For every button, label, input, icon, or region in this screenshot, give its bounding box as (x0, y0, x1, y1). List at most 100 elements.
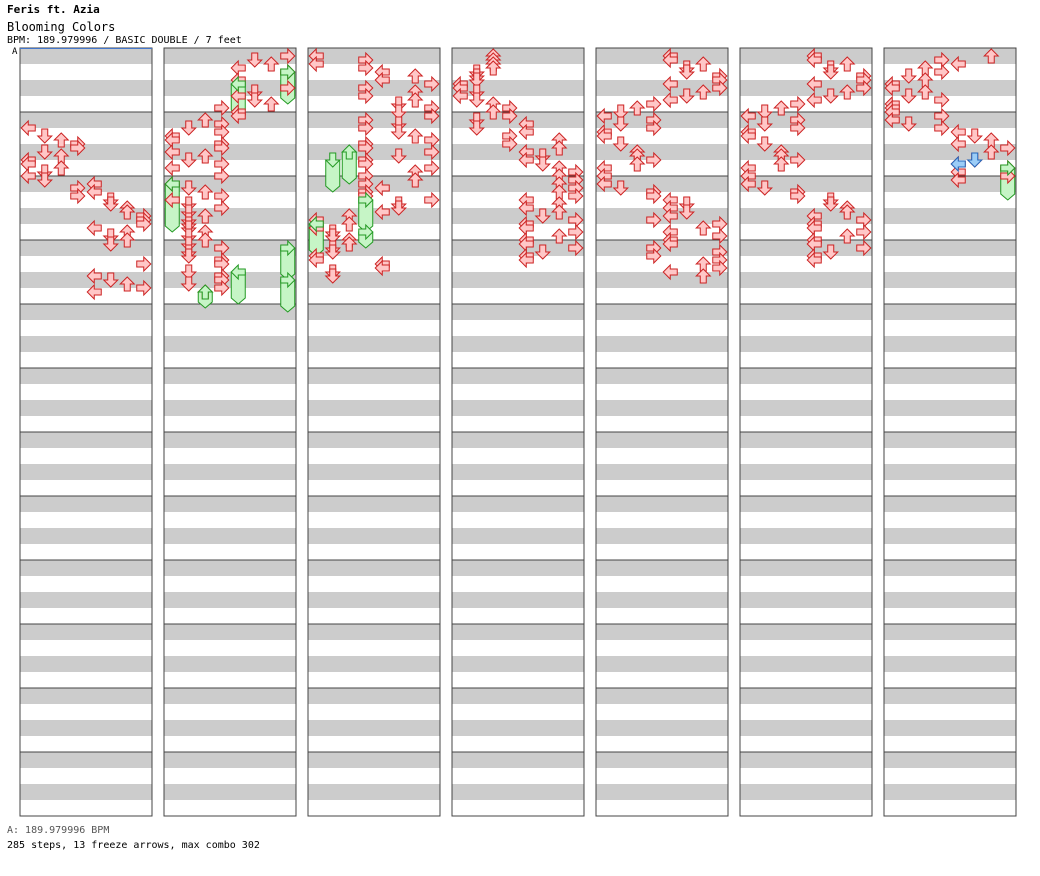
beat-band (164, 272, 296, 288)
step-arrow (358, 119, 374, 137)
step-arrow (358, 59, 374, 77)
step-arrow (662, 235, 678, 253)
beat-band (164, 416, 296, 432)
step-arrow (197, 208, 214, 224)
beat-band (308, 608, 440, 624)
step-arrow (695, 56, 712, 72)
beat-band (164, 432, 296, 448)
beat-band (884, 368, 1016, 384)
beat-band (740, 448, 872, 464)
step-arrow (341, 216, 358, 232)
beat-band (596, 288, 728, 304)
step-arrow (917, 84, 934, 100)
column-border (451, 47, 585, 817)
column-border (883, 47, 1017, 817)
step-arrow (119, 232, 136, 248)
beat-band (452, 496, 584, 512)
beat-band (452, 304, 584, 320)
beat-band (740, 800, 872, 816)
step-arrow (230, 107, 246, 125)
beat-band (884, 672, 1016, 688)
beat-band (884, 336, 1016, 352)
beat-band (164, 64, 296, 80)
step-arrow (468, 72, 485, 88)
step-arrow (646, 247, 662, 265)
shock-arrow (950, 155, 966, 173)
beat-band (740, 128, 872, 144)
step-arrow (53, 132, 70, 148)
beat-band (164, 112, 296, 128)
step-arrow (534, 208, 551, 224)
step-arrow (53, 160, 70, 176)
beat-band (884, 224, 1016, 240)
beat-band (884, 160, 1016, 176)
step-arrow (180, 276, 197, 292)
chart-stats: 285 steps, 13 freeze arrows, max combo 3… (7, 840, 260, 851)
step-arrow (214, 279, 230, 297)
beat-band (20, 400, 152, 416)
beat-band (884, 256, 1016, 272)
step-arrow (102, 196, 119, 212)
beat-band (20, 144, 152, 160)
step-arrow (102, 272, 119, 288)
beat-band (884, 576, 1016, 592)
beat-band (884, 752, 1016, 768)
step-arrow (568, 239, 584, 257)
freeze-arrow-head (358, 191, 374, 209)
beat-band (452, 160, 584, 176)
step-arrow (36, 144, 53, 160)
beat-band (20, 624, 152, 640)
step-arrow (596, 175, 612, 193)
step-arrow (197, 232, 214, 248)
step-arrow (629, 156, 646, 172)
step-arrow (856, 239, 872, 257)
beat-band (452, 768, 584, 784)
step-arrow (197, 112, 214, 128)
song-artist: Feris ft. Azia (7, 3, 100, 16)
beat-band (596, 672, 728, 688)
step-arrow (424, 75, 440, 93)
beat-band (308, 208, 440, 224)
step-arrow (790, 95, 806, 113)
step-arrow (20, 167, 36, 185)
step-arrow (756, 136, 773, 152)
beat-band (164, 368, 296, 384)
beat-band (308, 416, 440, 432)
step-arrow (324, 268, 341, 284)
step-arrow (662, 263, 678, 281)
beat-band (740, 96, 872, 112)
beat-band (596, 480, 728, 496)
beat-band (740, 224, 872, 240)
chart-column (739, 47, 873, 817)
step-arrow (646, 211, 662, 229)
beat-band (596, 592, 728, 608)
beat-band (740, 384, 872, 400)
step-arrow (518, 151, 534, 169)
step-arrow (102, 236, 119, 252)
beat-band (740, 304, 872, 320)
beat-band (20, 656, 152, 672)
beat-band (20, 768, 152, 784)
step-arrow (534, 156, 551, 172)
beat-band (740, 80, 872, 96)
step-arrow (36, 172, 53, 188)
step-arrow (468, 120, 485, 136)
beat-band (884, 768, 1016, 784)
beat-band (884, 640, 1016, 656)
chart-column (883, 47, 1017, 817)
beat-band (740, 496, 872, 512)
beat-band (164, 464, 296, 480)
step-arrow (374, 259, 390, 277)
step-arrow (790, 151, 806, 169)
beat-band (452, 48, 584, 64)
step-arrow (822, 196, 839, 212)
beat-band (164, 688, 296, 704)
beat-band (596, 176, 728, 192)
step-arrow (756, 180, 773, 196)
beat-band (164, 656, 296, 672)
step-arrow (180, 152, 197, 168)
beat-band (20, 432, 152, 448)
step-arrow (424, 143, 440, 161)
freeze-arrow-head (164, 175, 180, 193)
beat-band (596, 512, 728, 528)
